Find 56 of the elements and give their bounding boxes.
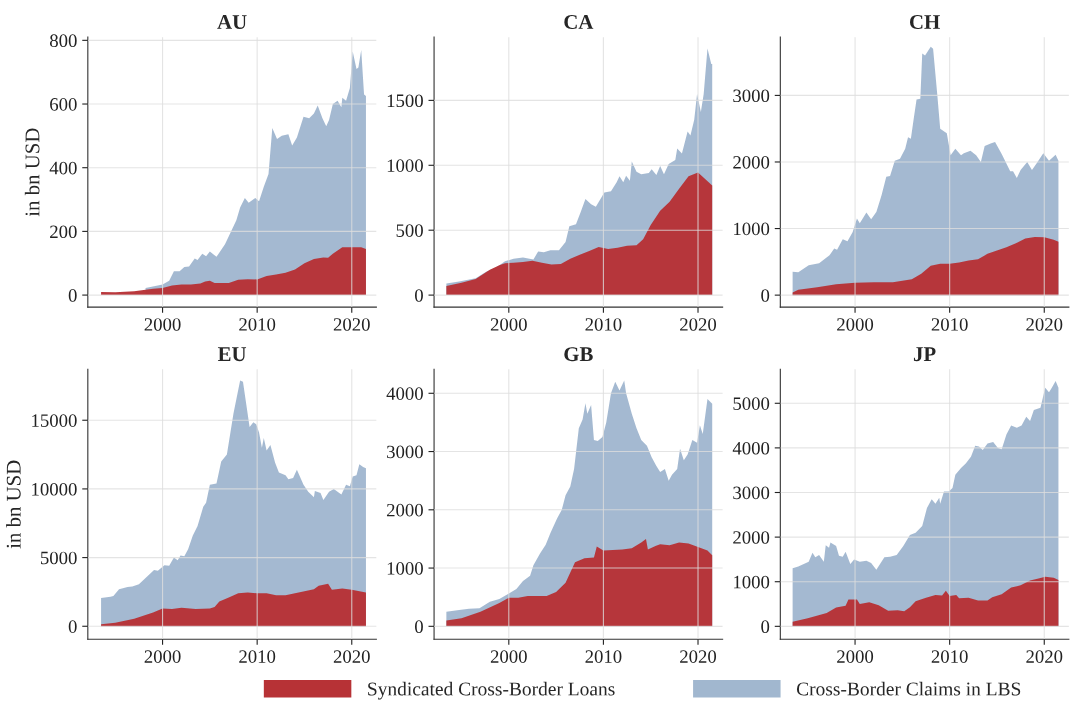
y-axis-title: in bn USD (6, 460, 21, 549)
chart-title: JP (913, 347, 936, 362)
y-tick-label: 0 (761, 620, 770, 634)
x-tick-label: 2020 (1026, 650, 1063, 663)
y-tick-label: 0 (68, 289, 77, 302)
x-tick-label: 2020 (333, 318, 370, 331)
y-tick-label: 1000 (734, 575, 770, 589)
y-tick-label: 1000 (387, 562, 423, 575)
y-tick-label: 200 (50, 225, 77, 239)
x-tick-label: 2010 (585, 318, 622, 331)
y-tick-label: 1000 (734, 222, 770, 236)
x-tick-label: 2010 (585, 650, 622, 663)
y-tick-label: 5000 (733, 397, 770, 410)
y-tick-label: 4000 (386, 387, 423, 400)
x-tick-label: 2020 (1026, 318, 1063, 331)
x-tick-label: 2020 (680, 318, 717, 331)
y-tick-label: 0 (68, 620, 77, 633)
x-tick-label: 2000 (490, 318, 527, 331)
chart-title: CA (564, 15, 594, 30)
x-tick-label: 2000 (490, 650, 527, 663)
y-tick-label: 10000 (32, 482, 77, 496)
y-tick-label: 1500 (387, 94, 423, 108)
y-tick-label: 800 (50, 34, 77, 48)
chart-title: AU (217, 15, 247, 30)
x-tick-label: 2010 (931, 650, 968, 663)
y-tick-label: 4000 (732, 441, 770, 455)
x-tick-label: 2000 (837, 318, 874, 331)
chart-title: GB (564, 347, 593, 362)
y-tick-label: 2000 (386, 503, 423, 517)
legend-label: Syndicated Cross-Border Loans (368, 681, 615, 700)
y-tick-label: 600 (50, 98, 77, 111)
chart-title: CH (909, 15, 940, 30)
y-tick-label: 2000 (733, 531, 770, 544)
y-tick-label: 1000 (387, 159, 423, 172)
x-tick-label: 2010 (239, 318, 276, 331)
y-tick-label: 3000 (733, 89, 770, 103)
x-tick-label: 2020 (333, 650, 370, 663)
y-tick-label: 400 (49, 161, 77, 175)
x-tick-label: 2000 (144, 650, 181, 663)
y-tick-label: 3000 (387, 445, 423, 459)
legend-label: Cross-Border Claims in LBS (796, 681, 1021, 696)
y-tick-label: 0 (414, 289, 423, 302)
y-tick-label: 15000 (32, 414, 77, 427)
y-tick-label: 5000 (41, 551, 77, 565)
y-tick-label: 2000 (733, 156, 770, 169)
chart-title: EU (217, 347, 247, 362)
x-tick-label: 2020 (680, 650, 717, 663)
x-tick-label: 2000 (144, 318, 181, 331)
x-tick-label: 2010 (239, 650, 276, 663)
y-tick-label: 3000 (733, 486, 770, 500)
y-axis-title: in bn USD (24, 128, 40, 217)
y-tick-label: 0 (414, 620, 423, 634)
x-tick-label: 2000 (837, 650, 874, 663)
y-tick-label: 0 (761, 289, 770, 302)
x-tick-label: 2010 (931, 318, 968, 331)
y-tick-label: 500 (396, 224, 423, 237)
